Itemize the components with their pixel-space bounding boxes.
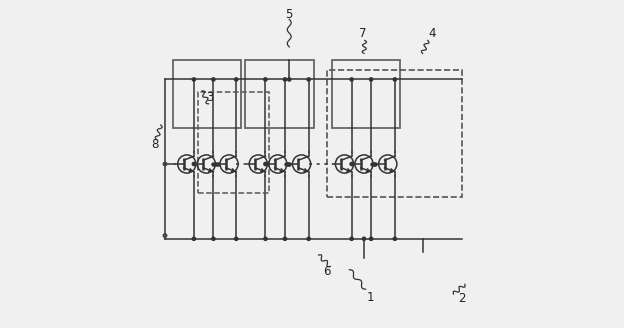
Circle shape: [350, 162, 353, 166]
Circle shape: [288, 78, 291, 81]
Bar: [245, 60, 314, 128]
Circle shape: [350, 237, 353, 240]
Circle shape: [264, 162, 267, 166]
Circle shape: [283, 237, 286, 240]
Text: 5: 5: [286, 8, 293, 21]
Text: 3: 3: [206, 91, 213, 104]
Circle shape: [307, 78, 310, 81]
Bar: [331, 60, 400, 128]
Circle shape: [307, 237, 310, 240]
Circle shape: [363, 237, 366, 240]
Bar: [326, 70, 462, 196]
Circle shape: [264, 237, 267, 240]
Circle shape: [393, 237, 396, 240]
Circle shape: [369, 78, 373, 81]
Text: 1: 1: [367, 291, 374, 304]
Circle shape: [235, 78, 238, 81]
Circle shape: [350, 78, 353, 81]
Text: 7: 7: [359, 28, 366, 40]
Circle shape: [212, 237, 215, 240]
Circle shape: [264, 78, 267, 81]
Circle shape: [283, 78, 286, 81]
Circle shape: [369, 237, 373, 240]
Circle shape: [192, 78, 195, 81]
Bar: [173, 60, 241, 128]
Circle shape: [235, 237, 238, 240]
Text: 6: 6: [323, 265, 330, 278]
Circle shape: [212, 78, 215, 81]
Text: 2: 2: [458, 293, 466, 305]
Text: 8: 8: [152, 138, 159, 151]
Text: 4: 4: [429, 28, 436, 40]
Bar: [198, 92, 269, 193]
Circle shape: [192, 162, 195, 166]
Circle shape: [192, 237, 195, 240]
Circle shape: [393, 78, 396, 81]
